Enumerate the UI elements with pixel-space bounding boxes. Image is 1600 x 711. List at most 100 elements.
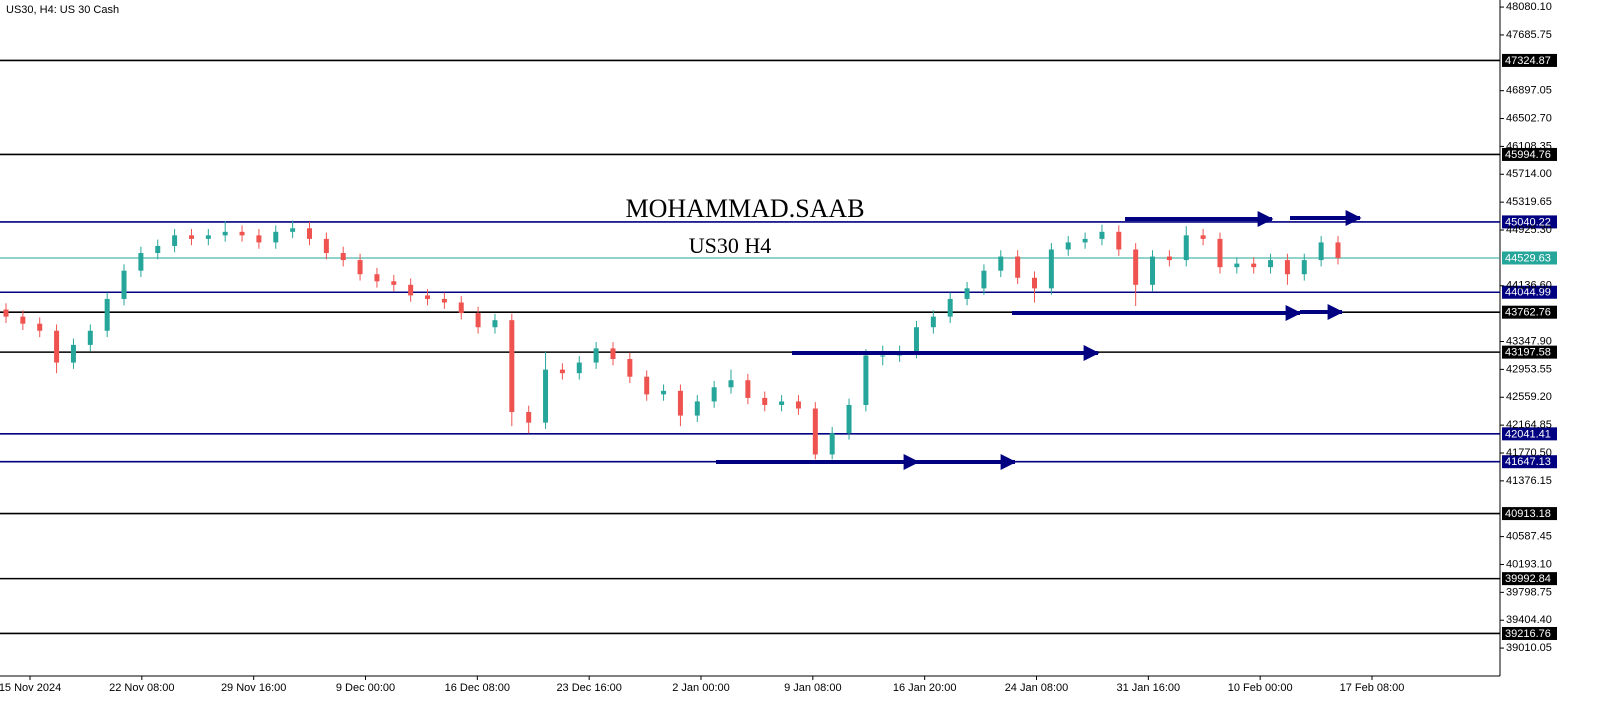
candle-body	[155, 245, 161, 254]
y-tick-label: 48080.10	[1506, 1, 1552, 13]
y-tick-label: 47685.75	[1506, 29, 1552, 41]
candle-body	[880, 355, 886, 357]
candle-body	[20, 316, 26, 324]
candle-body	[913, 327, 919, 352]
candle-body	[70, 344, 76, 363]
y-tick-label: 46108.35	[1506, 140, 1552, 152]
y-tick-label: 42164.85	[1506, 419, 1552, 431]
x-tick-label: 17 Feb 08:00	[1340, 682, 1405, 694]
candle-body	[54, 330, 60, 363]
level-label-box	[1502, 251, 1557, 265]
x-tick-label: 16 Jan 20:00	[893, 682, 957, 694]
candle-body	[998, 256, 1004, 271]
x-tick-label: 22 Nov 08:00	[109, 682, 174, 694]
x-tick-label: 31 Jan 16:00	[1117, 682, 1181, 694]
candle-body	[458, 302, 464, 314]
candle-body	[1335, 242, 1341, 258]
level-label: 44044.99	[1505, 287, 1551, 299]
x-tick-label: 15 Nov 2024	[0, 682, 61, 694]
candle-body	[1099, 231, 1105, 239]
candle-body	[964, 288, 970, 299]
candle-body	[762, 397, 768, 405]
x-tick-label: 24 Jan 08:00	[1005, 682, 1069, 694]
candle-body	[239, 231, 245, 236]
candle-body	[812, 408, 818, 455]
candle-body	[1284, 260, 1290, 275]
candle-body	[1015, 256, 1021, 278]
candle-body	[205, 235, 211, 239]
level-label-box	[1502, 53, 1557, 67]
candle-body	[930, 316, 936, 328]
candle-body	[1032, 277, 1038, 289]
level-label: 39992.84	[1505, 573, 1551, 585]
y-tick-label: 40193.10	[1506, 558, 1552, 570]
y-tick-label: 44136.60	[1506, 280, 1552, 292]
candle-body	[357, 260, 363, 275]
y-tick-label: 46897.05	[1506, 85, 1552, 97]
y-tick-label: 45319.65	[1506, 196, 1552, 208]
level-label-box	[1502, 572, 1557, 586]
level-label-box	[1502, 215, 1557, 229]
level-label: 43197.58	[1505, 347, 1551, 359]
candle-body	[1183, 235, 1189, 261]
y-tick-label: 40587.45	[1506, 531, 1552, 543]
x-tick-label: 29 Nov 16:00	[221, 682, 286, 694]
candle-body	[374, 274, 380, 282]
candle-body	[1048, 249, 1054, 289]
y-tick-label: 39010.05	[1506, 642, 1552, 654]
candle-body	[661, 390, 667, 395]
y-tick-label: 46502.70	[1506, 112, 1552, 124]
candle-body	[222, 231, 228, 236]
candle-body	[711, 387, 717, 402]
candle-body	[256, 235, 262, 243]
annotation: US30 H4	[689, 233, 772, 258]
level-label: 42041.41	[1505, 428, 1551, 440]
candles	[3, 220, 1341, 460]
level-label-box	[1502, 455, 1557, 469]
level-label: 44529.63	[1505, 252, 1551, 264]
level-label-box	[1502, 285, 1557, 299]
y-tick-label: 41376.15	[1506, 475, 1552, 487]
candle-body	[1318, 242, 1324, 261]
candle-body	[1251, 263, 1257, 268]
candle-body	[492, 320, 498, 328]
candle-body	[627, 359, 633, 377]
y-tick-label: 43347.90	[1506, 335, 1552, 347]
annotation: MOHAMMAD.SAAB	[625, 194, 864, 223]
candle-body	[408, 284, 414, 296]
x-tick-label: 23 Dec 16:00	[556, 682, 621, 694]
candle-body	[1150, 256, 1156, 285]
candle-body	[306, 228, 312, 239]
level-label: 45040.22	[1505, 216, 1551, 228]
candle-body	[846, 404, 852, 434]
candle-body	[87, 330, 93, 345]
level-label-box	[1502, 507, 1557, 521]
candle-body	[441, 298, 447, 303]
candle-body	[559, 369, 565, 374]
candle-body	[981, 270, 987, 289]
level-label-box	[1502, 626, 1557, 640]
candle-body	[340, 253, 346, 261]
y-tick-label: 39798.75	[1506, 586, 1552, 598]
level-label: 47324.87	[1505, 55, 1551, 67]
y-tick-label: 42559.20	[1506, 391, 1552, 403]
trend-arrows	[716, 210, 1362, 470]
candle-body	[1234, 263, 1240, 268]
level-label: 45994.76	[1505, 149, 1551, 161]
level-label-box	[1502, 147, 1557, 161]
y-tick-label: 42953.55	[1506, 363, 1552, 375]
candle-body	[172, 235, 178, 246]
candle-body	[795, 401, 801, 409]
candle-body	[694, 401, 700, 416]
candle-body	[610, 348, 616, 360]
candle-body	[138, 253, 144, 271]
candle-body	[745, 380, 751, 398]
x-tick-label: 9 Jan 08:00	[784, 682, 842, 694]
candle-body	[188, 235, 194, 239]
y-tick-label: 44925.30	[1506, 224, 1552, 236]
candle-body	[1065, 242, 1071, 250]
level-label: 39216.76	[1505, 628, 1551, 640]
x-tick-label: 10 Feb 00:00	[1228, 682, 1293, 694]
